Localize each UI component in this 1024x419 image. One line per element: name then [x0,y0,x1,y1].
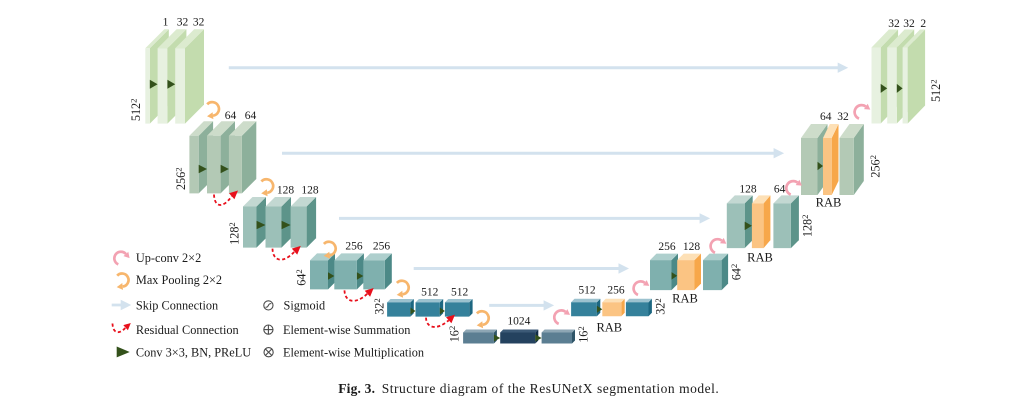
svg-text:128: 128 [277,184,295,196]
svg-text:64: 64 [245,110,257,122]
svg-text:32: 32 [903,18,915,30]
svg-text:Skip Connection: Skip Connection [136,298,218,312]
svg-text:RAB: RAB [816,196,842,210]
svg-text:64: 64 [225,110,237,122]
svg-text:Element-wise Multiplication: Element-wise Multiplication [283,346,424,360]
svg-text:2: 2 [920,18,926,30]
svg-text:256: 256 [345,241,363,253]
svg-text:1024: 1024 [507,316,530,328]
svg-text:2562: 2562 [868,155,883,178]
svg-text:Max Pooling 2×2: Max Pooling 2×2 [136,273,222,287]
svg-text:Sigmoid: Sigmoid [284,298,326,312]
svg-text:Residual Connection: Residual Connection [136,323,239,337]
svg-text:128: 128 [301,184,319,196]
svg-text:2562: 2562 [174,167,189,190]
svg-text:512: 512 [451,286,469,298]
svg-text:1: 1 [163,17,169,29]
svg-text:5122: 5122 [129,98,144,121]
svg-text:512: 512 [421,286,439,298]
svg-text:128: 128 [739,184,757,196]
svg-text:256: 256 [607,285,625,297]
svg-text:1282: 1282 [227,222,242,245]
svg-text:32: 32 [837,111,849,123]
svg-text:128: 128 [683,241,701,253]
svg-text:1282: 1282 [800,214,815,237]
svg-text:256: 256 [658,241,676,253]
svg-text:Up-conv 2×2: Up-conv 2×2 [136,251,201,265]
svg-text:RAB: RAB [747,250,773,264]
svg-text:Element-wise Summation: Element-wise Summation [283,323,410,337]
svg-text:256: 256 [373,241,391,253]
svg-text:Fig. 3.Structure diagram of th: Fig. 3. Structure diagram of the ResUNetX… [338,381,719,396]
svg-text:32: 32 [177,17,189,29]
svg-text:Conv 3×3, BN, PReLU: Conv 3×3, BN, PReLU [136,346,251,360]
svg-text:64: 64 [774,184,786,196]
svg-text:64: 64 [820,111,832,123]
svg-text:32: 32 [888,18,900,30]
svg-text:RAB: RAB [672,291,698,305]
svg-text:32: 32 [193,17,205,29]
svg-text:5122: 5122 [929,79,944,102]
svg-text:512: 512 [578,285,596,297]
svg-text:RAB: RAB [596,320,622,334]
